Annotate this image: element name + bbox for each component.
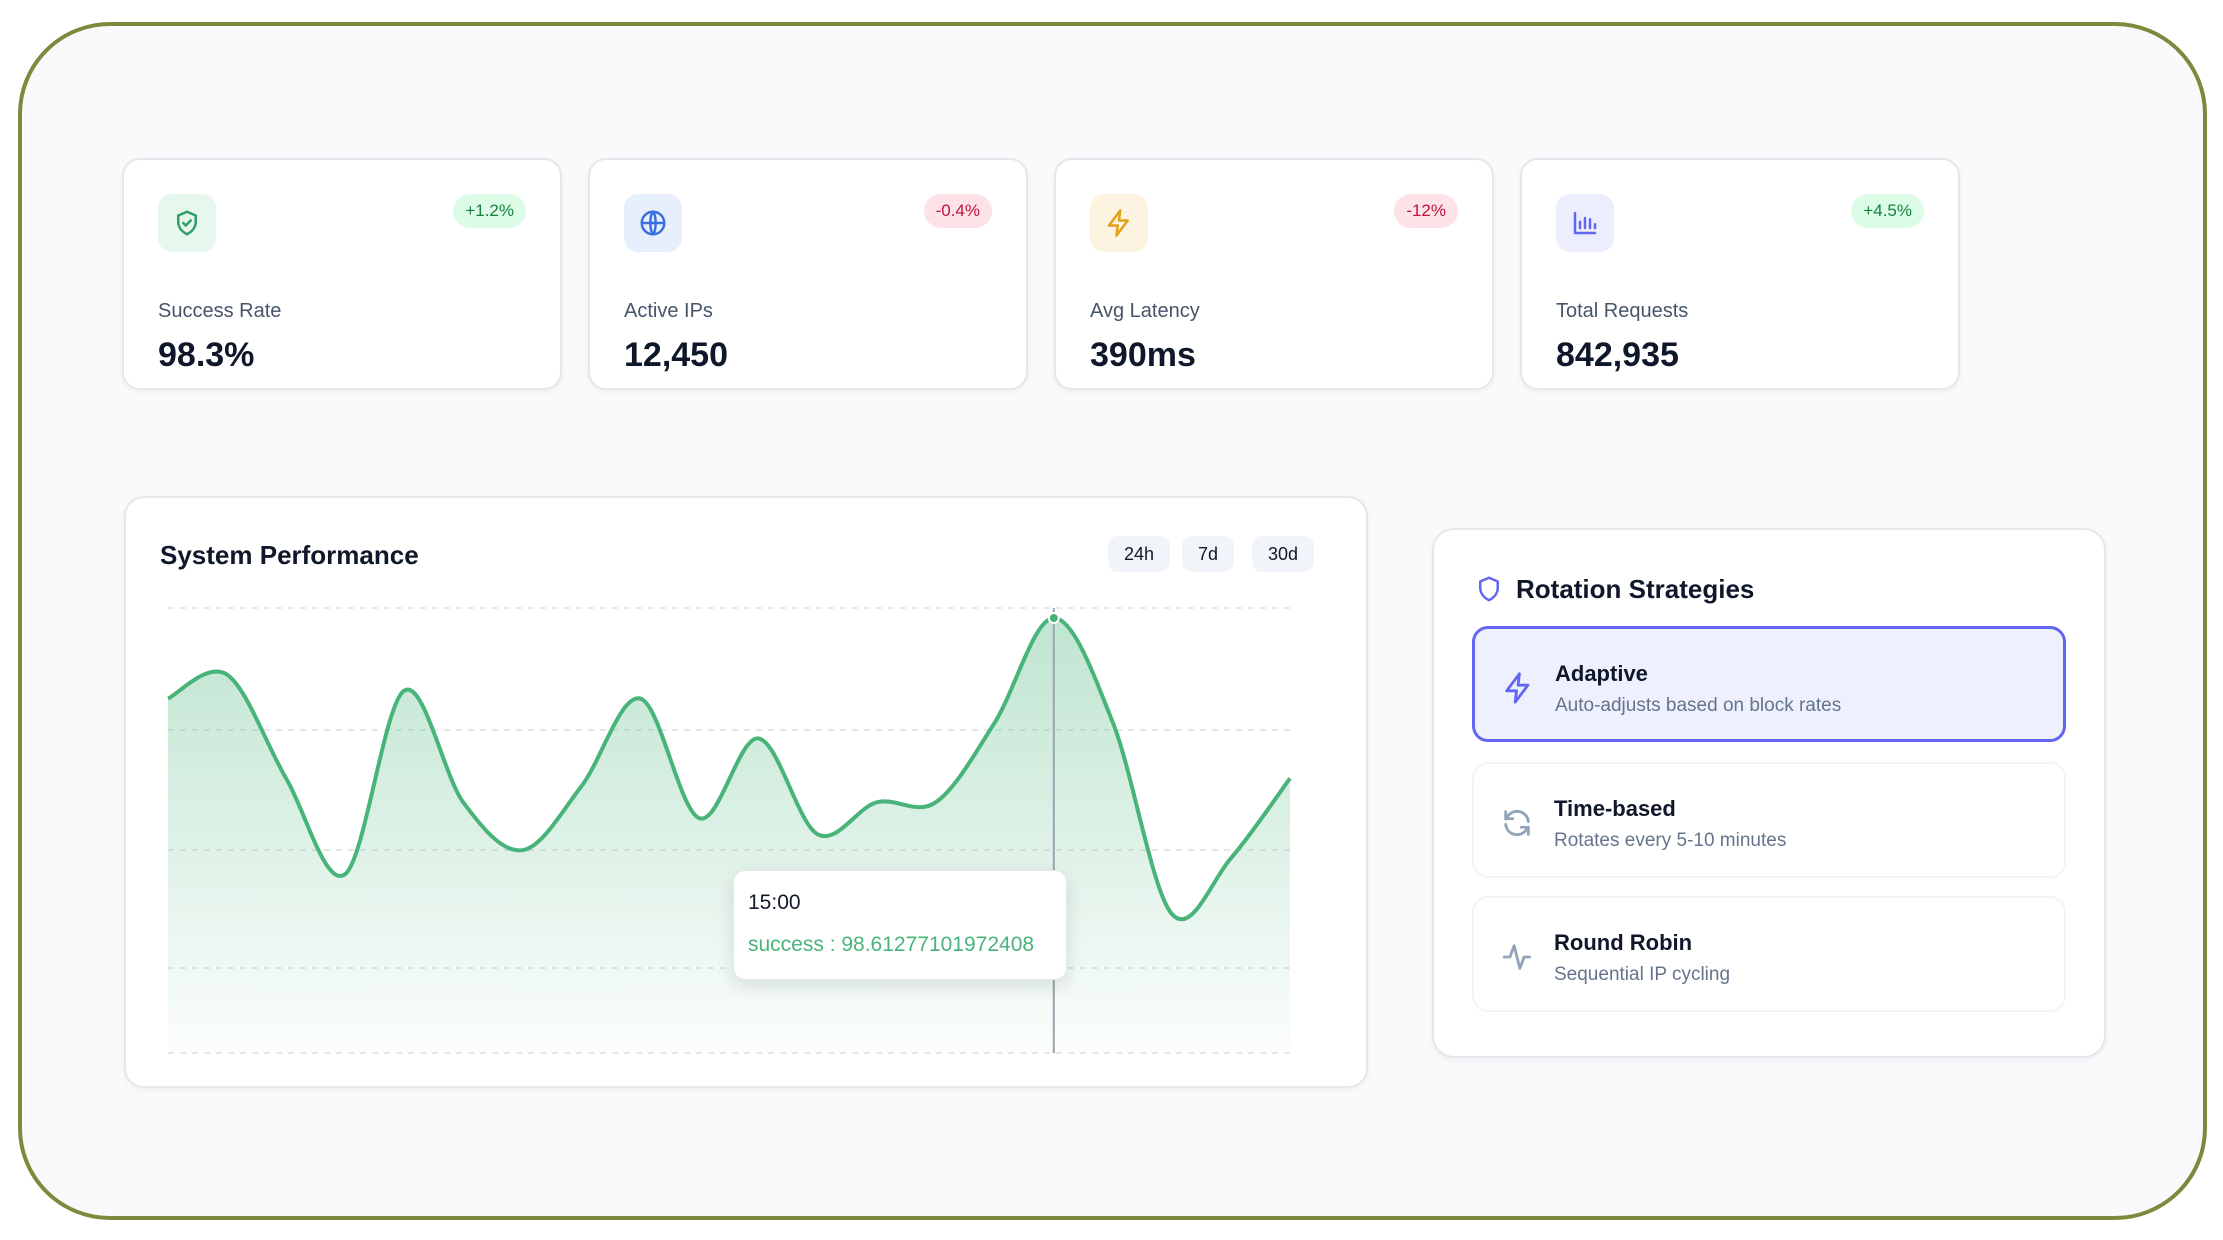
- refresh-icon: [1504, 809, 1530, 837]
- strategy-name: Adaptive: [1555, 661, 1648, 686]
- data-point-11: [815, 831, 821, 837]
- data-point-10: [756, 735, 762, 741]
- stat-value: 842,935: [1556, 336, 1679, 374]
- chart-tooltip: 15:00 success : 98.61277101972408: [733, 870, 1067, 980]
- range-7d-button[interactable]: 7d: [1182, 536, 1235, 572]
- strategy-name: Round Robin: [1554, 930, 1693, 955]
- stat-card-active-ips: -0.4% Active IPs 12,450: [588, 158, 1028, 390]
- data-point-13: [933, 799, 939, 805]
- strategy-desc: Auto-adjusts based on block rates: [1555, 695, 1842, 716]
- app-frame: +1.2% Success Rate 98.3% -0.4% Active IP…: [18, 22, 2207, 1220]
- bar-chart-icon: [1556, 194, 1614, 252]
- performance-chart[interactable]: [126, 498, 1370, 1090]
- stat-label: Active IPs: [624, 300, 713, 322]
- success-series-line: [167, 615, 1292, 922]
- area-fill: [168, 618, 1290, 1053]
- stat-value: 12,450: [624, 336, 728, 374]
- data-point-1: [224, 672, 230, 678]
- strategy-adaptive[interactable]: Adaptive Auto-adjusts based on block rat…: [1472, 626, 2066, 742]
- range-30d-button[interactable]: 30d: [1252, 536, 1315, 572]
- range-24h-button[interactable]: 24h: [1108, 536, 1171, 572]
- lightning-icon: [1090, 194, 1148, 252]
- tooltip-time: 15:00: [748, 891, 801, 914]
- stat-value: 390ms: [1090, 336, 1196, 374]
- data-point-5: [460, 799, 466, 805]
- stat-label: Total Requests: [1556, 300, 1689, 322]
- data-point-18: [1228, 855, 1234, 861]
- tooltip-value: success : 98.61277101972408: [748, 933, 1035, 956]
- strategy-desc: Sequential IP cycling: [1554, 964, 1731, 985]
- strategy-round-robin[interactable]: Round Robin Sequential IP cycling: [1472, 896, 2066, 1012]
- data-point-17: [1169, 911, 1175, 917]
- data-point-8: [637, 696, 643, 702]
- change-badge: -0.4%: [923, 194, 992, 228]
- change-badge: -12%: [1394, 194, 1458, 228]
- performance-card: System Performance 24h 7d 30d 15:00 succ…: [124, 496, 1368, 1088]
- change-badge: +1.2%: [453, 194, 526, 228]
- lightning-icon: [1505, 672, 1530, 704]
- performance-title: System Performance: [160, 540, 419, 570]
- activity-icon: [1502, 944, 1532, 970]
- shield-check-icon: [158, 194, 216, 252]
- data-point-12: [874, 799, 880, 805]
- stat-card-total-requests: +4.5% Total Requests 842,935: [1520, 158, 1960, 390]
- globe-icon: [624, 194, 682, 252]
- data-point-2: [283, 775, 289, 781]
- data-point-0: [165, 696, 171, 702]
- data-point-3: [342, 871, 348, 877]
- data-point-16: [1110, 720, 1116, 726]
- stat-card-avg-latency: -12% Avg Latency 390ms: [1054, 158, 1494, 390]
- stat-card-success-rate: +1.2% Success Rate 98.3%: [122, 158, 562, 390]
- stat-label: Success Rate: [158, 300, 282, 322]
- data-point-7: [578, 783, 584, 789]
- data-point-14: [992, 720, 998, 726]
- rotation-strategies-card: Rotation Strategies Adaptive Auto-adjust…: [1432, 528, 2106, 1058]
- shield-icon: [1479, 576, 1499, 602]
- stat-value: 98.3%: [158, 336, 255, 374]
- active-point: [1047, 612, 1060, 624]
- strategy-desc: Rotates every 5-10 minutes: [1554, 830, 1787, 851]
- strategy-name: Time-based: [1554, 796, 1676, 821]
- data-point-9: [696, 815, 702, 821]
- data-point-6: [519, 847, 525, 853]
- change-badge: +4.5%: [1851, 194, 1924, 228]
- strategies-title: Rotation Strategies: [1516, 574, 1755, 604]
- strategy-time-based[interactable]: Time-based Rotates every 5-10 minutes: [1472, 762, 2066, 878]
- data-point-19: [1287, 775, 1293, 781]
- data-point-4: [401, 688, 407, 694]
- stat-label: Avg Latency: [1090, 300, 1200, 322]
